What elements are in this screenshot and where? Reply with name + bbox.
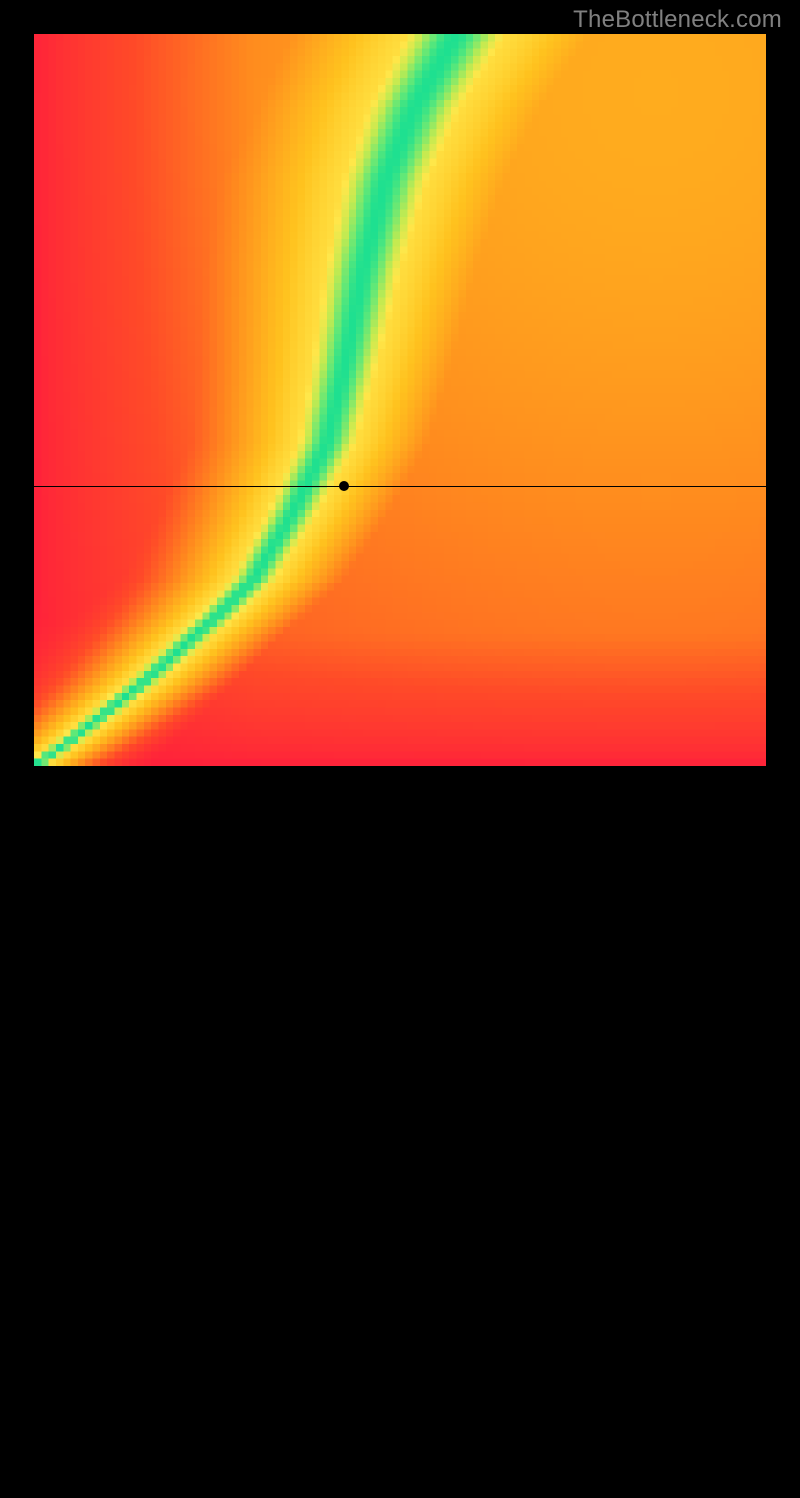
crosshair-marker xyxy=(339,481,349,491)
crosshair-vertical xyxy=(344,766,345,1498)
watermark-text: TheBottleneck.com xyxy=(573,6,782,34)
heatmap-canvas xyxy=(34,34,766,766)
figure-root: TheBottleneck.com xyxy=(0,0,800,800)
plot-area xyxy=(34,34,766,766)
crosshair-horizontal xyxy=(34,486,766,487)
